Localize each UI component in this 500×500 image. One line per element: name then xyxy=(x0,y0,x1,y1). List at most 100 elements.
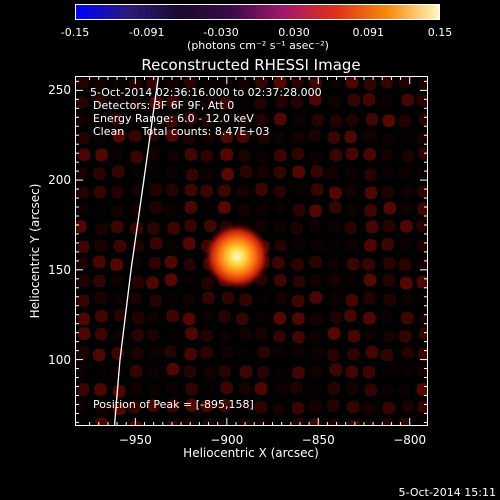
noise-cell xyxy=(418,257,427,270)
noise-cell xyxy=(76,399,88,413)
energy-range-text: Energy Range: 6.0 - 12.0 keV xyxy=(93,112,254,125)
noise-cell xyxy=(128,400,141,414)
noise-cell xyxy=(94,383,107,396)
noise-cell xyxy=(383,201,397,215)
noise-cell xyxy=(381,238,395,251)
noise-cell xyxy=(309,204,322,218)
noise-cell xyxy=(417,400,427,413)
noise-cell xyxy=(203,78,217,92)
noise-cell xyxy=(200,168,213,181)
noise-cell xyxy=(398,166,412,179)
noise-cell xyxy=(130,382,144,395)
noise-cell xyxy=(238,382,251,395)
noise-cell xyxy=(165,293,179,306)
clean-counts-text: Clean Total counts: 8.47E+03 xyxy=(93,125,270,138)
noise-cell xyxy=(184,112,198,125)
noise-cell xyxy=(184,347,197,361)
noise-cell xyxy=(398,330,412,343)
noise-cell xyxy=(110,147,124,161)
x-axis-label: Heliocentric X (arcsec) xyxy=(183,446,319,460)
noise-cell xyxy=(328,220,341,233)
colorbar-tick-label: -0.030 xyxy=(203,26,239,39)
noise-cell xyxy=(200,149,214,163)
noise-cell xyxy=(184,201,198,214)
noise-cell xyxy=(219,96,232,110)
noise-cell xyxy=(255,150,269,163)
noise-cell xyxy=(255,417,268,425)
noise-cell xyxy=(202,291,215,305)
noise-cell xyxy=(200,346,213,359)
noise-cell xyxy=(329,114,343,128)
noise-cell xyxy=(200,399,214,413)
noise-cell xyxy=(311,113,325,127)
noise-cell xyxy=(401,292,414,305)
noise-cell xyxy=(76,186,89,200)
noise-cell xyxy=(292,366,305,380)
noise-cell xyxy=(362,402,375,415)
noise-cell xyxy=(309,291,323,304)
colorbar-units: (photons cm⁻² s⁻¹ asec⁻²) xyxy=(187,39,329,52)
noise-cell xyxy=(112,93,126,107)
noise-cell xyxy=(149,183,163,197)
noise-cell xyxy=(202,130,216,143)
noise-cell xyxy=(239,327,253,341)
noise-cell xyxy=(273,166,287,179)
noise-cell xyxy=(220,381,233,395)
noise-cell xyxy=(185,382,199,396)
noise-cell xyxy=(128,292,142,305)
noise-cell xyxy=(382,132,396,146)
noise-cell xyxy=(239,293,252,307)
noise-cell xyxy=(165,114,178,128)
noise-cell xyxy=(362,258,376,272)
noise-cell xyxy=(274,239,287,253)
noise-cell xyxy=(200,114,213,128)
noise-cell xyxy=(167,149,181,163)
noise-cell xyxy=(131,328,145,342)
noise-cell xyxy=(310,312,323,326)
noise-cell xyxy=(401,346,415,359)
noise-cell xyxy=(77,346,90,359)
noise-cell xyxy=(275,382,289,396)
noise-cell xyxy=(309,330,323,344)
noise-cell xyxy=(184,183,198,197)
noise-cell xyxy=(164,345,177,359)
noise-cell xyxy=(131,96,144,110)
noise-cell xyxy=(218,364,232,378)
noise-cell xyxy=(363,129,377,142)
colorbar-tick-label: -0.15 xyxy=(60,26,90,39)
noise-cell xyxy=(344,221,357,235)
noise-cell xyxy=(291,401,305,415)
noise-cell xyxy=(131,275,145,289)
noise-cell xyxy=(238,203,251,217)
x-tick-label: −800 xyxy=(393,433,427,447)
noise-cell xyxy=(257,131,271,144)
noise-cell xyxy=(418,112,427,126)
noise-cell xyxy=(254,96,267,110)
noise-cell xyxy=(147,418,161,425)
noise-cell xyxy=(237,77,251,90)
noise-cell xyxy=(275,364,288,378)
noise-cell xyxy=(417,165,427,179)
noise-cell xyxy=(329,148,343,162)
noise-cell xyxy=(328,201,342,214)
noise-cell xyxy=(327,418,341,425)
noise-cell xyxy=(273,311,287,325)
noise-cell xyxy=(95,363,109,377)
noise-cell xyxy=(112,329,125,342)
noise-cell xyxy=(146,399,160,412)
noise-cell xyxy=(203,382,216,395)
noise-cell xyxy=(327,131,341,144)
noise-cell xyxy=(362,312,376,325)
noise-cell xyxy=(110,204,124,218)
noise-cell xyxy=(77,148,91,162)
noise-cell xyxy=(76,77,89,89)
noise-cell xyxy=(148,384,162,397)
noise-cell xyxy=(347,347,360,361)
noise-cell xyxy=(94,327,108,341)
noise-cell xyxy=(183,237,196,250)
noise-cell xyxy=(398,258,412,271)
noise-cell xyxy=(364,239,377,252)
noise-cell xyxy=(381,165,395,178)
noise-cell xyxy=(398,418,411,425)
noise-cell xyxy=(165,166,178,180)
